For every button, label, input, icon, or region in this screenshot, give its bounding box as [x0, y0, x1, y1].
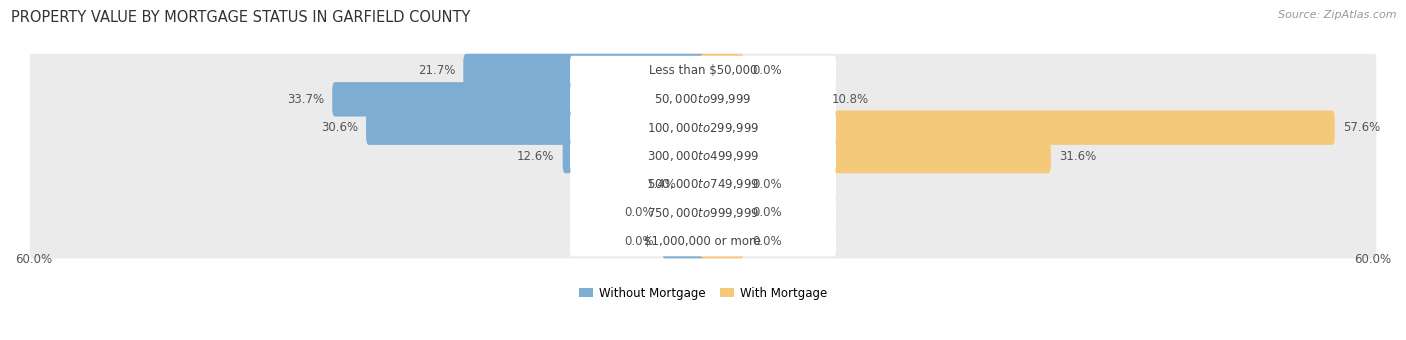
Text: Source: ZipAtlas.com: Source: ZipAtlas.com [1278, 10, 1396, 20]
Text: 60.0%: 60.0% [15, 253, 52, 266]
FancyBboxPatch shape [700, 82, 824, 117]
FancyBboxPatch shape [569, 169, 837, 200]
Text: 60.0%: 60.0% [1354, 253, 1391, 266]
FancyBboxPatch shape [30, 139, 1376, 173]
FancyBboxPatch shape [569, 226, 837, 256]
Text: 0.0%: 0.0% [752, 206, 782, 219]
Text: 1.4%: 1.4% [647, 178, 676, 191]
FancyBboxPatch shape [30, 82, 1376, 117]
FancyBboxPatch shape [569, 56, 837, 86]
Text: 33.7%: 33.7% [287, 93, 323, 106]
Text: 0.0%: 0.0% [752, 235, 782, 248]
Text: 31.6%: 31.6% [1059, 150, 1097, 163]
FancyBboxPatch shape [332, 82, 706, 117]
FancyBboxPatch shape [30, 110, 1376, 145]
Text: 30.6%: 30.6% [321, 121, 359, 134]
Text: $50,000 to $99,999: $50,000 to $99,999 [654, 92, 752, 106]
Text: Less than $50,000: Less than $50,000 [648, 65, 758, 78]
FancyBboxPatch shape [30, 195, 1376, 230]
FancyBboxPatch shape [569, 141, 837, 171]
FancyBboxPatch shape [464, 54, 706, 88]
Text: 12.6%: 12.6% [517, 150, 554, 163]
FancyBboxPatch shape [30, 54, 1376, 88]
FancyBboxPatch shape [700, 224, 744, 258]
Text: 0.0%: 0.0% [752, 178, 782, 191]
FancyBboxPatch shape [700, 195, 744, 230]
FancyBboxPatch shape [700, 110, 1334, 145]
Text: $100,000 to $299,999: $100,000 to $299,999 [647, 121, 759, 135]
Text: $1,000,000 or more: $1,000,000 or more [644, 235, 762, 248]
FancyBboxPatch shape [562, 139, 706, 173]
Text: 0.0%: 0.0% [624, 206, 654, 219]
Legend: Without Mortgage, With Mortgage: Without Mortgage, With Mortgage [574, 282, 832, 304]
FancyBboxPatch shape [662, 195, 706, 230]
FancyBboxPatch shape [569, 84, 837, 115]
FancyBboxPatch shape [700, 167, 744, 202]
Text: $300,000 to $499,999: $300,000 to $499,999 [647, 149, 759, 163]
FancyBboxPatch shape [569, 198, 837, 228]
FancyBboxPatch shape [366, 110, 706, 145]
Text: $750,000 to $999,999: $750,000 to $999,999 [647, 206, 759, 220]
FancyBboxPatch shape [685, 167, 706, 202]
FancyBboxPatch shape [662, 224, 706, 258]
FancyBboxPatch shape [569, 113, 837, 143]
Text: 57.6%: 57.6% [1343, 121, 1381, 134]
FancyBboxPatch shape [700, 54, 744, 88]
Text: 0.0%: 0.0% [624, 235, 654, 248]
FancyBboxPatch shape [30, 167, 1376, 202]
Text: $500,000 to $749,999: $500,000 to $749,999 [647, 177, 759, 191]
FancyBboxPatch shape [700, 139, 1050, 173]
Text: 0.0%: 0.0% [752, 65, 782, 78]
Text: 21.7%: 21.7% [418, 65, 456, 78]
Text: PROPERTY VALUE BY MORTGAGE STATUS IN GARFIELD COUNTY: PROPERTY VALUE BY MORTGAGE STATUS IN GAR… [11, 10, 471, 25]
FancyBboxPatch shape [30, 224, 1376, 258]
Text: 10.8%: 10.8% [832, 93, 869, 106]
